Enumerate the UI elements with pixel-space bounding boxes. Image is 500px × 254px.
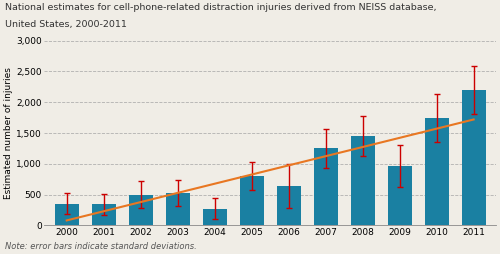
- Bar: [54, 204, 78, 225]
- Bar: [424, 118, 448, 225]
- Bar: [350, 136, 374, 225]
- Bar: [462, 90, 485, 225]
- Bar: [202, 209, 226, 225]
- Text: National estimates for cell-phone-related distraction injuries derived from NEIS: National estimates for cell-phone-relate…: [5, 3, 436, 11]
- Bar: [128, 195, 152, 225]
- Bar: [240, 176, 264, 225]
- Text: United States, 2000-2011: United States, 2000-2011: [5, 20, 127, 29]
- Y-axis label: Estimated number of injuries: Estimated number of injuries: [4, 67, 13, 199]
- Bar: [276, 186, 300, 225]
- Bar: [166, 193, 190, 225]
- Bar: [314, 148, 338, 225]
- Bar: [92, 204, 116, 225]
- Bar: [388, 166, 411, 225]
- Text: Note: error bars indicate standard deviations.: Note: error bars indicate standard devia…: [5, 243, 197, 251]
